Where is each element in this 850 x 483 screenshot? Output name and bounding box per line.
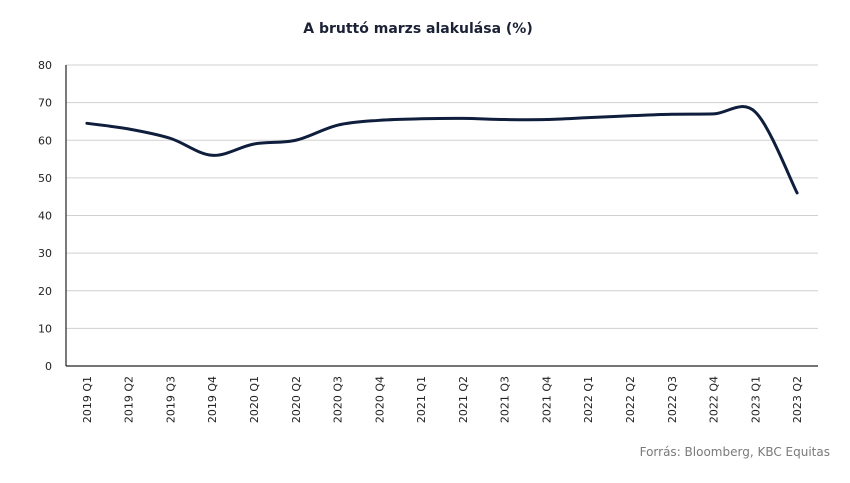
y-tick-label: 80 bbox=[38, 59, 52, 72]
x-tick-label: 2020 Q4 bbox=[373, 376, 386, 423]
x-tick-label: 2023 Q1 bbox=[749, 376, 762, 423]
x-tick-label: 2020 Q3 bbox=[332, 376, 345, 423]
y-axis-ticks: 0 10 20 30 40 50 60 70 80 bbox=[38, 59, 52, 373]
x-tick-label: 2019 Q1 bbox=[81, 376, 94, 423]
series-line bbox=[85, 105, 799, 195]
x-tick-label: 2021 Q4 bbox=[540, 376, 553, 423]
source-note: Forrás: Bloomberg, KBC Equitas bbox=[640, 445, 830, 459]
y-tick-label: 30 bbox=[38, 247, 52, 260]
x-tick-label: 2020 Q1 bbox=[248, 376, 261, 423]
x-tick-label: 2023 Q2 bbox=[791, 376, 804, 423]
x-tick-label: 2022 Q4 bbox=[708, 376, 721, 423]
y-tick-label: 0 bbox=[45, 360, 52, 373]
y-tick-label: 60 bbox=[38, 134, 52, 147]
gridlines bbox=[65, 64, 818, 366]
x-tick-label: 2021 Q2 bbox=[457, 376, 470, 423]
x-tick-label: 2019 Q3 bbox=[164, 376, 177, 423]
y-tick-label: 40 bbox=[38, 210, 52, 223]
y-tick-label: 50 bbox=[38, 172, 52, 185]
y-tick-label: 20 bbox=[38, 285, 52, 298]
x-axis-ticks: 2019 Q1 2019 Q2 2019 Q3 2019 Q4 2020 Q1 2020 … bbox=[81, 376, 804, 423]
x-tick-label: 2021 Q1 bbox=[415, 376, 428, 423]
chart-title: A bruttó marzs alakulása (%) bbox=[303, 21, 532, 37]
x-tick-label: 2022 Q1 bbox=[582, 376, 595, 423]
x-tick-label: 2019 Q2 bbox=[123, 376, 136, 423]
x-tick-label: 2019 Q4 bbox=[206, 376, 219, 423]
x-tick-label: 2022 Q3 bbox=[666, 376, 679, 423]
y-tick-label: 10 bbox=[38, 322, 52, 335]
y-tick-label: 70 bbox=[38, 97, 52, 110]
x-tick-label: 2022 Q2 bbox=[624, 376, 637, 423]
x-tick-label: 2021 Q3 bbox=[499, 376, 512, 423]
x-tick-label: 2020 Q2 bbox=[290, 376, 303, 423]
